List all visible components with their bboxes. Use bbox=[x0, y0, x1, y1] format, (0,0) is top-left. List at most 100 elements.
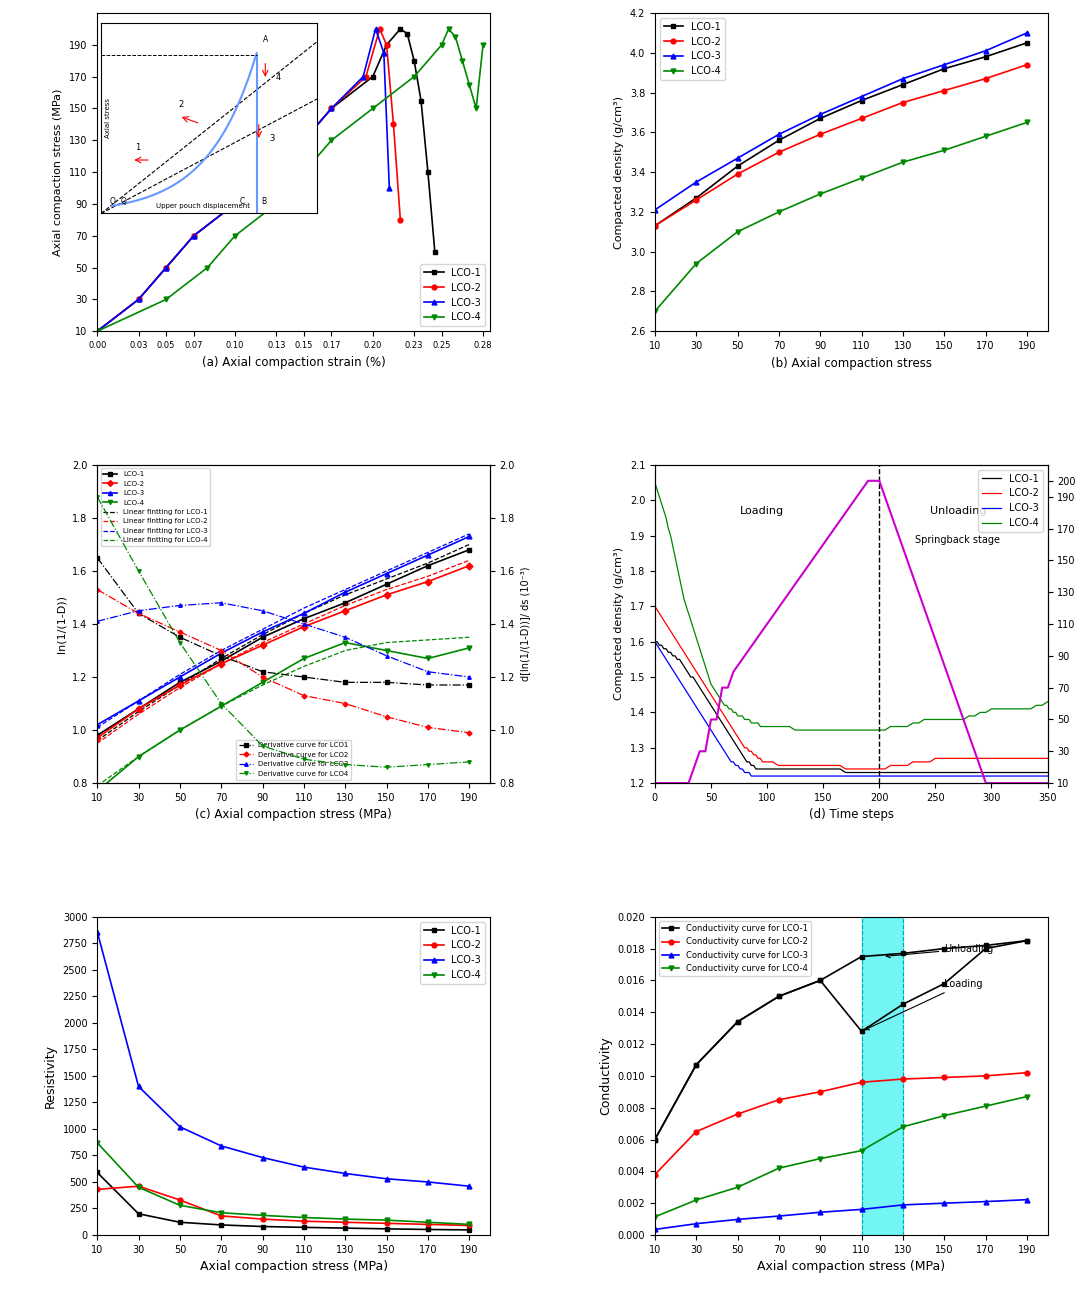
LCO-4 bbox=[215, 1205, 228, 1221]
Y-axis label: Resistivity: Resistivity bbox=[44, 1044, 57, 1108]
LCO-2 bbox=[187, 227, 200, 243]
LCO-1 bbox=[906, 764, 919, 780]
LCO-2 bbox=[731, 166, 744, 182]
LCO-4 bbox=[1041, 694, 1054, 710]
LCO-2 bbox=[91, 324, 104, 339]
LCO-2 bbox=[813, 126, 826, 142]
LCO-3 bbox=[369, 21, 382, 36]
LCO-2 bbox=[980, 70, 993, 86]
Line: Conductivity curve for LCO-4: Conductivity curve for LCO-4 bbox=[652, 1095, 1029, 1219]
Conductivity curve for LCO-3 bbox=[690, 1216, 703, 1231]
LCO-4 bbox=[256, 1208, 269, 1223]
Bar bbox=[862, 916, 903, 1235]
Conductivity curve for LCO-1 bbox=[731, 1014, 744, 1030]
LCO-2 bbox=[132, 291, 145, 307]
LCO-1 bbox=[132, 1206, 145, 1222]
LCO-2 bbox=[339, 1214, 352, 1230]
Y-axis label: d[ln(1/(1-D))]/ ds (10⁻³): d[ln(1/(1-D))]/ ds (10⁻³) bbox=[521, 567, 530, 681]
LCO-3 bbox=[878, 768, 891, 784]
LCO-4 bbox=[470, 100, 483, 116]
LCO-1 bbox=[690, 190, 703, 205]
LCO-2 bbox=[648, 598, 661, 614]
LCO-3 bbox=[937, 57, 950, 73]
Line: LCO-3: LCO-3 bbox=[654, 642, 1048, 776]
LCO-4 bbox=[270, 196, 283, 212]
LCO-3 bbox=[855, 88, 868, 104]
Conductivity curve for LCO-2 bbox=[731, 1106, 744, 1122]
LCO-4 bbox=[690, 256, 703, 272]
Conductivity curve for LCO-1 bbox=[937, 941, 950, 957]
Line: Conductivity curve for LCO-3: Conductivity curve for LCO-3 bbox=[652, 1197, 1029, 1232]
Conductivity curve for LCO-2 bbox=[980, 1069, 993, 1084]
LCO-3 bbox=[648, 634, 661, 650]
Legend: Derivative curve for LCO1, Derivative curve for LCO2, Derivative curve for LCO3,: Derivative curve for LCO1, Derivative cu… bbox=[235, 740, 351, 780]
LCO-4 bbox=[449, 29, 462, 44]
Conductivity curve for LCO-1 bbox=[896, 945, 909, 961]
Line: LCO-3: LCO-3 bbox=[95, 26, 392, 334]
LCO-1 bbox=[462, 1222, 475, 1238]
LCO-4 bbox=[704, 676, 717, 692]
LCO-4 bbox=[435, 36, 448, 52]
LCO-1 bbox=[407, 53, 420, 69]
Conductivity curve for LCO-3 bbox=[937, 1196, 950, 1212]
LCO-1 bbox=[401, 26, 414, 42]
Conductivity curve for LCO-3 bbox=[896, 1197, 909, 1213]
Conductivity curve for LCO-3 bbox=[813, 1204, 826, 1219]
LCO-2 bbox=[91, 1182, 104, 1197]
LCO-1 bbox=[1021, 35, 1034, 51]
Text: Unloading: Unloading bbox=[930, 507, 986, 516]
Conductivity curve for LCO-1 bbox=[690, 1057, 703, 1072]
LCO-2 bbox=[325, 100, 338, 116]
Conductivity curve for LCO-3 bbox=[1021, 1192, 1034, 1208]
LCO-4 bbox=[855, 170, 868, 186]
LCO-1 bbox=[648, 634, 661, 650]
LCO-1 bbox=[421, 164, 434, 179]
LCO-1 bbox=[132, 291, 145, 307]
LCO-1 bbox=[937, 61, 950, 77]
LCO-4 bbox=[648, 474, 661, 490]
Line: LCO-1: LCO-1 bbox=[652, 40, 1029, 229]
Conductivity curve for LCO-3 bbox=[731, 1212, 744, 1227]
LCO-3 bbox=[664, 659, 677, 675]
LCO-4 bbox=[174, 1197, 187, 1213]
Conductivity curve for LCO-1 bbox=[1021, 933, 1034, 949]
LCO-3 bbox=[382, 181, 395, 196]
X-axis label: (c) Axial compaction stress (MPa): (c) Axial compaction stress (MPa) bbox=[195, 809, 392, 822]
Legend: LCO-1, LCO-2, LCO-3, LCO-4: LCO-1, LCO-2, LCO-3, LCO-4 bbox=[660, 18, 725, 81]
LCO-3 bbox=[297, 133, 310, 148]
LCO-3 bbox=[731, 151, 744, 166]
LCO-2 bbox=[132, 1178, 145, 1193]
LCO-4 bbox=[788, 723, 801, 738]
LCO-1 bbox=[896, 77, 909, 92]
Conductivity curve for LCO-2 bbox=[1021, 1065, 1034, 1080]
Conductivity curve for LCO-2 bbox=[690, 1123, 703, 1139]
LCO-3 bbox=[813, 107, 826, 122]
LCO-3 bbox=[132, 291, 145, 307]
LCO-4 bbox=[325, 133, 338, 148]
LCO-1 bbox=[256, 1218, 269, 1234]
LCO-2 bbox=[360, 69, 373, 84]
LCO-1 bbox=[878, 764, 891, 780]
LCO-2 bbox=[1041, 750, 1054, 766]
LCO-3 bbox=[772, 126, 785, 142]
Y-axis label: ln(1/(1-D)): ln(1/(1-D)) bbox=[56, 595, 67, 653]
LCO-3 bbox=[754, 768, 767, 784]
Line: LCO-2: LCO-2 bbox=[654, 606, 1048, 770]
LCO-1 bbox=[704, 698, 717, 714]
LCO-4 bbox=[132, 1179, 145, 1195]
Conductivity curve for LCO-1 bbox=[813, 972, 826, 988]
LCO-3 bbox=[1021, 25, 1034, 40]
Line: LCO-1: LCO-1 bbox=[95, 26, 437, 334]
LCO-4 bbox=[980, 129, 993, 144]
LCO-3 bbox=[648, 202, 661, 217]
LCO-4 bbox=[339, 1212, 352, 1227]
LCO-4 bbox=[648, 303, 661, 318]
LCO-3 bbox=[896, 70, 909, 86]
LCO-4 bbox=[91, 324, 104, 339]
Line: LCO-4: LCO-4 bbox=[95, 26, 486, 334]
Line: LCO-2: LCO-2 bbox=[652, 62, 1029, 229]
Conductivity curve for LCO-4 bbox=[772, 1161, 785, 1176]
LCO-2 bbox=[215, 1208, 228, 1223]
LCO-2 bbox=[816, 758, 829, 774]
Conductivity curve for LCO-4 bbox=[813, 1150, 826, 1166]
